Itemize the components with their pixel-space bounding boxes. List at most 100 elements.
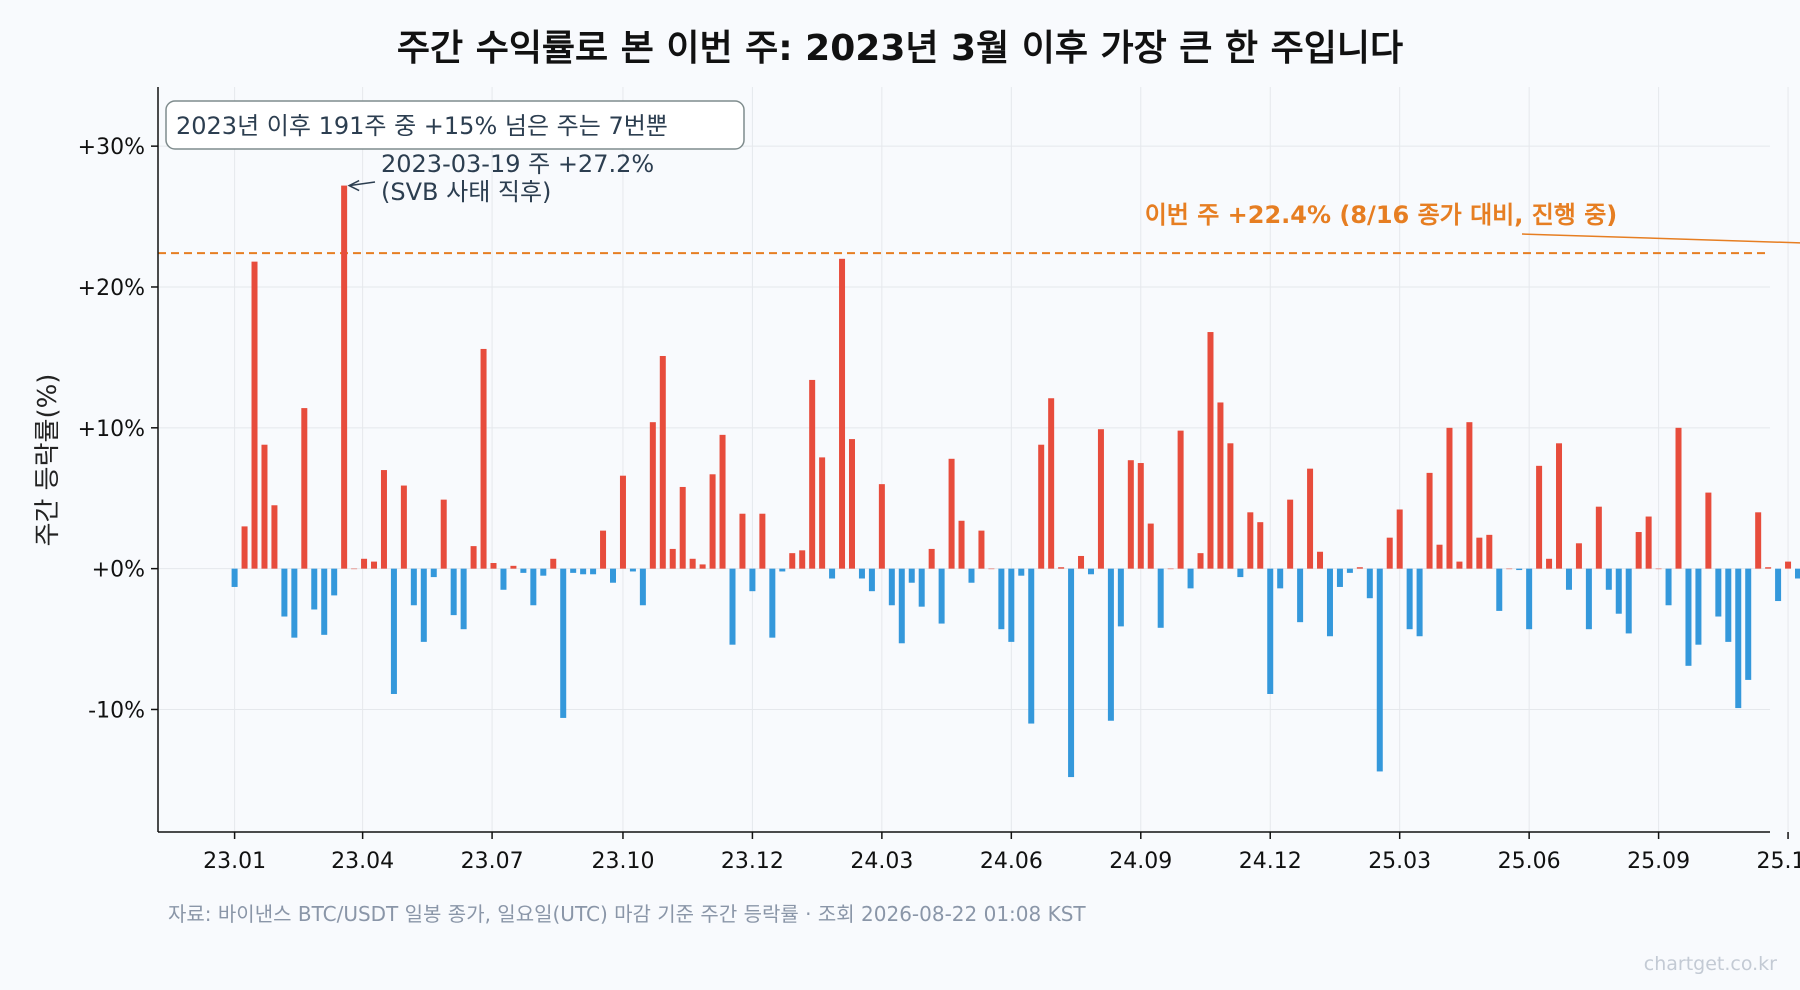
bar xyxy=(769,568,776,638)
bar xyxy=(380,470,387,569)
bar xyxy=(460,568,467,630)
bar xyxy=(1556,443,1563,569)
x-tick-label: 23.12 xyxy=(721,849,784,874)
bar xyxy=(1745,568,1752,680)
bar xyxy=(888,568,895,606)
bar xyxy=(1765,567,1772,569)
bar xyxy=(1396,509,1403,569)
peak-annotation: 2023-03-19 주 +27.2% (SVB 사태 직후) xyxy=(347,150,654,206)
bar xyxy=(689,558,696,569)
bar xyxy=(351,568,358,570)
bar xyxy=(848,439,855,569)
bar xyxy=(1486,534,1493,569)
bar xyxy=(1625,568,1632,634)
bar xyxy=(1048,398,1055,569)
x-tick-label: 24.06 xyxy=(980,849,1043,874)
bar xyxy=(1227,443,1234,569)
x-tick-label: 23.04 xyxy=(331,849,394,874)
bar xyxy=(550,558,557,569)
bar xyxy=(1336,568,1343,587)
bar xyxy=(1446,427,1453,569)
bar xyxy=(1127,460,1134,569)
x-ticks: 23.01 23.04 23.07 23.10 23.12 24.03 24.06 24.09… xyxy=(203,832,1800,874)
x-tick-label: 25.12 xyxy=(1757,849,1800,874)
bar xyxy=(619,475,626,569)
bar xyxy=(231,568,238,587)
bar xyxy=(988,568,995,570)
bar xyxy=(809,379,816,569)
bar xyxy=(799,550,806,569)
y-tick-label: +10% xyxy=(78,417,145,442)
bar xyxy=(1277,568,1284,589)
x-tick-label: 23.07 xyxy=(461,849,524,874)
bar xyxy=(998,568,1005,630)
bar xyxy=(1735,568,1742,709)
bar xyxy=(1187,568,1194,589)
x-tick-label: 25.03 xyxy=(1368,849,1431,874)
bar xyxy=(858,568,865,579)
x-tick-label: 25.09 xyxy=(1627,849,1690,874)
bar xyxy=(639,568,646,606)
gridlines xyxy=(158,87,1789,832)
bar xyxy=(1546,558,1553,569)
bar xyxy=(1197,553,1204,569)
bar xyxy=(510,565,517,569)
bar xyxy=(1436,544,1443,569)
bar xyxy=(271,505,278,569)
bar xyxy=(1795,568,1800,579)
bar xyxy=(291,568,298,638)
y-tick-label: +20% xyxy=(78,276,145,301)
count-annotation-box: 2023년 이후 191주 중 +15% 넘은 주는 7번뿐 xyxy=(165,100,745,150)
bar xyxy=(1317,551,1324,569)
bar xyxy=(430,568,437,578)
bar xyxy=(1167,568,1174,570)
bars xyxy=(231,185,1800,778)
bar xyxy=(1117,568,1124,627)
bar xyxy=(928,548,935,569)
bar xyxy=(1655,568,1662,570)
x-tick-label: 25.06 xyxy=(1498,849,1561,874)
bar xyxy=(1506,568,1513,570)
bar xyxy=(679,486,686,569)
bar xyxy=(1058,567,1065,569)
bar xyxy=(390,568,397,694)
bar xyxy=(420,568,427,642)
bar xyxy=(1645,516,1652,569)
bar xyxy=(829,568,836,579)
bar xyxy=(450,568,457,616)
bar xyxy=(341,185,348,569)
bar xyxy=(779,568,786,572)
x-tick-label: 23.01 xyxy=(203,849,266,874)
bar xyxy=(1466,422,1473,569)
bar xyxy=(1038,444,1045,569)
bar xyxy=(1635,532,1642,569)
bar xyxy=(1137,463,1144,569)
bar xyxy=(1326,568,1333,637)
bar xyxy=(1237,568,1244,578)
bar xyxy=(669,548,676,569)
bar xyxy=(1028,568,1035,724)
bar xyxy=(1715,568,1722,617)
bar xyxy=(898,568,905,644)
y-ticks: -10% +0% +10% +20% +30% xyxy=(78,135,158,723)
bar xyxy=(400,485,407,569)
current-week-annotation: 이번 주 +22.4% (8/16 종가 대비, 진행 중) xyxy=(1145,201,1800,244)
bar xyxy=(629,568,636,572)
bar xyxy=(1755,512,1762,569)
bar xyxy=(1605,568,1612,590)
bar xyxy=(1177,430,1184,569)
bar xyxy=(261,444,268,569)
bar xyxy=(500,568,507,590)
bar xyxy=(938,568,945,624)
bar xyxy=(1157,568,1164,628)
bar xyxy=(1217,402,1224,569)
bar xyxy=(570,568,577,573)
peak-annotation-line2: (SVB 사태 직후) xyxy=(381,178,551,206)
bar xyxy=(440,499,447,569)
bar xyxy=(958,520,965,569)
bar xyxy=(1018,568,1025,576)
bar xyxy=(739,513,746,569)
bar xyxy=(1536,465,1543,569)
source-note: 자료: 바이낸스 BTC/USDT 일봉 종가, 일요일(UTC) 마감 기준 … xyxy=(168,902,1086,926)
bar xyxy=(1695,568,1702,645)
